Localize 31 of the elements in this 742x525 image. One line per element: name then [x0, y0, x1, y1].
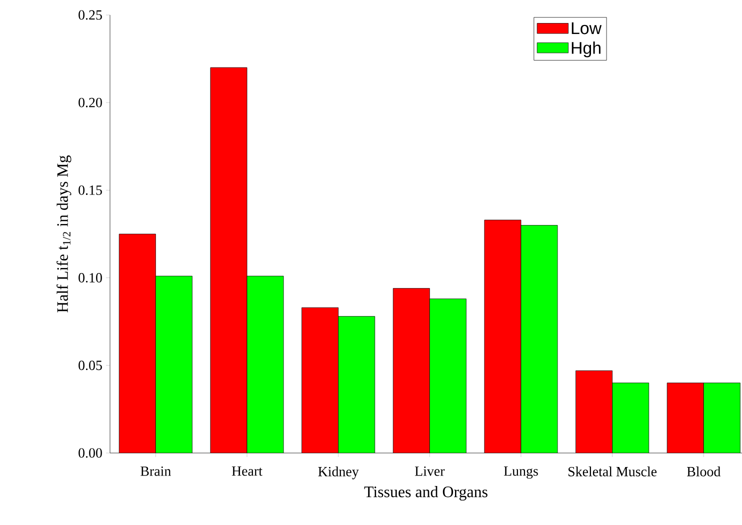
- y-tick-label: 0.15: [78, 185, 102, 195]
- bar: [246, 276, 284, 453]
- x-tick-label: Heart: [232, 466, 262, 476]
- x-tick-label: Lungs: [504, 466, 538, 479]
- x-tick-label: Liver: [414, 466, 445, 476]
- x-tick-label: Brain: [140, 466, 171, 476]
- bar: [612, 382, 649, 453]
- bar: [430, 298, 466, 453]
- bar: [210, 68, 247, 453]
- x-tick-label: Skeletal Muscle: [568, 466, 657, 476]
- y-tick-label: 0.20: [78, 98, 102, 108]
- bar: [520, 225, 558, 453]
- bar: [576, 370, 612, 453]
- bar: [666, 382, 704, 453]
- legend-label: Hgh: [572, 42, 600, 58]
- bar: [703, 382, 740, 453]
- bar: [484, 220, 521, 453]
- bar: [338, 316, 375, 453]
- x-tick-label: Kidney: [318, 466, 359, 480]
- y-tick-label: 0.05: [78, 360, 102, 370]
- bar: [119, 234, 156, 453]
- legend-label: Low: [572, 22, 602, 34]
- y-tick-label: 0.00: [78, 448, 102, 458]
- y-tick-label: 0.10: [78, 273, 102, 283]
- bar: [156, 276, 192, 453]
- bar: [302, 308, 338, 453]
- x-tick-label: Blood: [687, 466, 721, 476]
- y-tick-label: 0.25: [78, 10, 102, 20]
- bar: [393, 288, 430, 453]
- y-axis-title: Half Life t$_{1/2}$ in days Mg: [56, 155, 72, 312]
- x-axis-title: Tissues and Organs: [364, 486, 488, 501]
